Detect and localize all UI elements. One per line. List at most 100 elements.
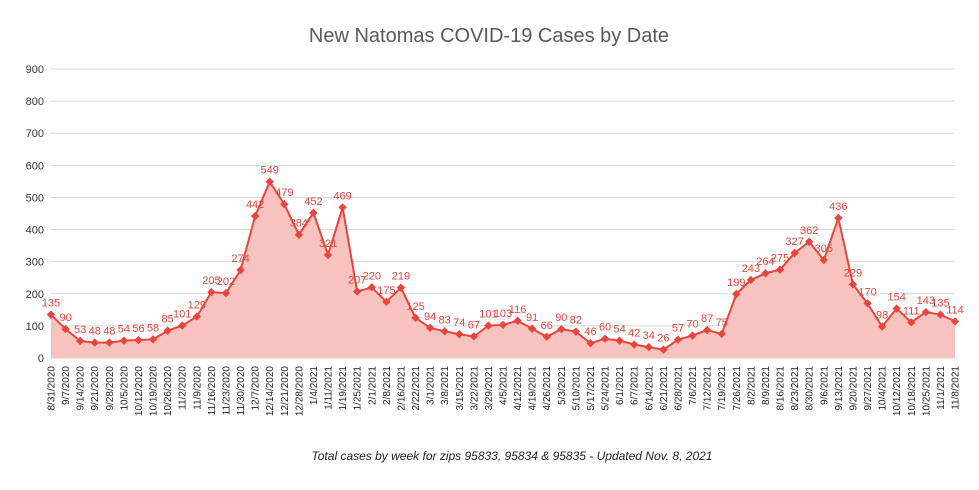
x-tick-label: 6/7/2021 [630,366,641,405]
data-label: 91 [526,312,538,324]
data-point-marker [804,237,814,246]
data-point-marker [761,269,770,278]
y-tick-label: 400 [26,225,44,237]
y-tick-label: 300 [26,257,44,269]
x-tick-label: 11/30/2020 [236,366,247,416]
data-label: 154 [887,292,905,304]
data-label: 327 [785,236,803,248]
data-point-marker [702,325,712,335]
x-tick-label: 10/4/2021 [878,366,889,411]
data-point-marker [367,283,376,292]
x-tick-label: 9/14/2020 [76,366,87,411]
data-label: 34 [643,330,655,342]
x-tick-label: 1/4/2021 [309,366,320,405]
data-label: 90 [59,312,71,324]
data-label: 220 [363,270,381,282]
data-point-marker [950,317,960,326]
x-tick-label: 11/2/2020 [178,366,189,410]
data-point-marker [775,265,785,274]
data-point-marker [309,208,318,218]
data-label: 135 [42,298,60,310]
x-tick-label: 10/26/2020 [163,366,174,416]
data-point-marker [382,297,391,307]
x-tick-label: 11/1/2021 [936,366,947,410]
data-point-marker [61,324,70,334]
data-point-marker [119,336,129,345]
x-tick-label: 7/12/2021 [703,366,714,411]
data-point-marker [455,330,464,339]
x-tick-label: 7/6/2021 [688,366,699,405]
data-point-marker [790,248,799,258]
data-label: 90 [555,312,567,324]
data-label: 229 [844,267,862,279]
x-tick-label: 11/16/2020 [207,366,218,416]
x-tick-label: 8/9/2021 [761,366,772,405]
data-point-marker [236,265,245,275]
data-point-marker [484,321,493,330]
y-tick-label: 0 [38,353,44,365]
x-tick-label: 4/26/2021 [542,366,553,411]
y-tick-label: 500 [26,192,44,204]
x-tick-label: 10/18/2021 [907,366,918,416]
x-tick-label: 11/23/2020 [221,366,232,416]
data-point-marker [105,338,114,347]
data-label: 202 [217,276,235,288]
data-label: 60 [599,322,611,334]
chart-title: New Natomas COVID-19 Cases by Date [309,25,669,47]
data-label: 116 [509,304,527,316]
data-point-marker [192,312,202,321]
data-point-marker [178,321,187,330]
data-label: 58 [147,322,159,334]
x-tick-label: 10/5/2020 [119,366,130,411]
x-tick-label: 12/14/2020 [265,366,276,416]
data-label: 98 [876,310,888,322]
data-point-marker [513,316,522,325]
x-tick-label: 2/16/2021 [396,366,407,411]
x-tick-label: 3/1/2021 [426,366,437,405]
x-tick-label: 6/21/2021 [659,366,670,411]
x-tick-label: 10/25/2021 [921,366,932,416]
x-tick-label: 5/10/2021 [571,366,582,411]
data-point-marker [717,329,726,339]
cases-area-fill [51,181,955,358]
x-tick-label: 2/22/2021 [411,366,422,411]
data-label: 143 [917,295,935,307]
x-tick-label: 1/25/2021 [353,366,364,411]
data-label: 48 [103,326,115,338]
data-label: 129 [188,300,206,312]
x-tick-label: 11/9/2020 [192,366,203,410]
data-point-marker [746,275,756,285]
data-label: 135 [931,298,949,310]
data-point-marker [527,324,537,333]
data-label: 57 [672,323,684,335]
data-point-marker [163,326,172,335]
data-point-marker [469,332,479,341]
data-label: 26 [657,333,669,345]
x-tick-label: 1/19/2021 [338,366,349,411]
x-tick-label: 3/22/2021 [469,366,480,411]
x-tick-label: 9/28/2020 [105,366,116,411]
data-point-marker [396,283,406,292]
data-label: 101 [479,309,497,321]
data-label: 94 [424,311,436,323]
x-tick-label: 7/26/2021 [732,366,743,411]
data-label: 70 [686,319,698,331]
data-label: 264 [756,256,774,268]
x-tick-label: 4/5/2021 [499,366,510,405]
data-point-marker [75,336,85,346]
data-label: 87 [701,313,713,325]
data-label: 549 [261,165,279,177]
data-point-marker [819,255,828,265]
data-point-marker [90,338,99,347]
x-tick-label: 4/19/2021 [528,366,539,411]
data-point-marker [673,335,683,344]
data-point-marker [921,307,931,317]
data-point-marker [498,320,508,330]
x-tick-label: 5/17/2021 [586,366,597,411]
data-point-marker [586,339,595,348]
y-tick-label: 900 [26,64,44,76]
data-point-marker [250,211,260,221]
x-tick-label: 9/13/2021 [834,366,845,411]
